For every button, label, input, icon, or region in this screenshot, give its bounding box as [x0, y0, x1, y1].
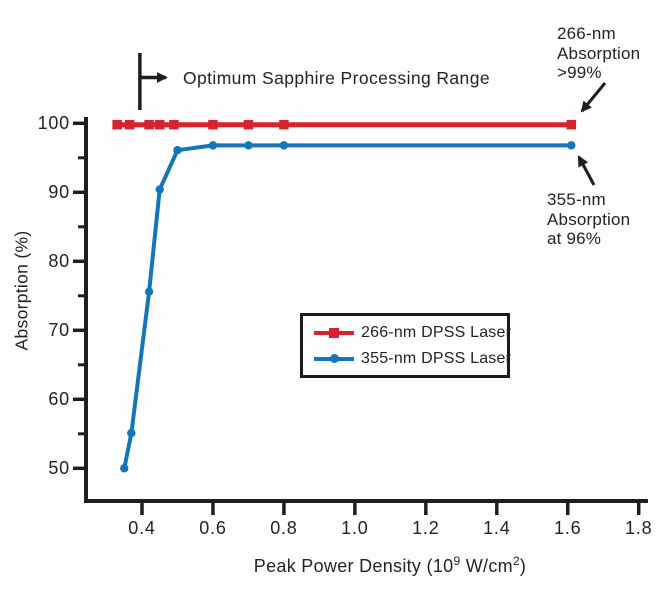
- square-data-marker: [566, 119, 577, 130]
- x-tick-label: 1.6: [554, 518, 582, 538]
- x-axis-title: Peak Power Density (109 W/cm2): [240, 554, 540, 577]
- red-series-annotation-line1: 266-nm: [557, 24, 616, 43]
- legend: 266-nm DPSS Laser 355-nm DPSS Laser: [300, 313, 511, 378]
- blue-series-annotation-line1: 355-nm: [547, 190, 606, 209]
- blue-note-arrow: [577, 155, 596, 186]
- circle-data-marker: [567, 141, 576, 150]
- y-tick-label: 80: [48, 251, 70, 272]
- circle-data-marker: [208, 141, 218, 150]
- 355-nm-dpss-laser-line: [122, 143, 572, 469]
- red-series-annotation: 266-nm Absorption >99%: [557, 24, 640, 83]
- y-tick-label: 70: [48, 320, 70, 341]
- x-tick-label: 0.6: [199, 518, 227, 538]
- square-data-marker: [144, 119, 154, 130]
- square-data-marker: [208, 119, 218, 130]
- circle-data-marker: [173, 146, 182, 155]
- legend-label-266nm: 266-nm DPSS Laser: [361, 323, 512, 341]
- red-series-annotation-line2: Absorption: [557, 43, 641, 63]
- legend-square-marker-icon: [314, 327, 354, 338]
- y-tick-label: 50: [48, 458, 70, 479]
- y-tick-label: 90: [48, 182, 70, 203]
- y-tick-label: 60: [48, 389, 70, 410]
- x-tick-label: 1.4: [483, 518, 511, 538]
- square-data-marker: [279, 119, 289, 130]
- x-tick-label: 0.8: [270, 518, 298, 538]
- square-data-marker: [154, 119, 165, 130]
- circle-data-marker: [120, 464, 129, 473]
- optimum-range-label: Optimum Sapphire Processing Range: [183, 68, 490, 88]
- legend-label-355nm: 355-nm DPSS Laser: [361, 349, 512, 367]
- circle-data-marker: [144, 287, 154, 296]
- y-tick-label: 100: [37, 113, 70, 134]
- x-tick-label: 1.0: [341, 518, 369, 538]
- circle-data-marker: [244, 141, 253, 150]
- legend-item-355nm: 355-nm DPSS Laser: [314, 348, 511, 370]
- x-axis-title-close: ): [519, 556, 527, 576]
- x-tick-label: 0.4: [128, 518, 156, 538]
- square-data-marker: [124, 119, 135, 130]
- x-axis-title-exponent-2: 2: [512, 554, 520, 568]
- x-axis-title-units: W/cm: [460, 556, 513, 576]
- blue-series-annotation-line3: at 96%: [547, 229, 602, 248]
- square-data-marker: [169, 119, 179, 130]
- square-data-marker: [243, 119, 254, 130]
- x-axis-title-text: Peak Power Density (10: [253, 556, 454, 576]
- legend-item-266nm: 266-nm DPSS Laser: [314, 322, 511, 344]
- axes-lines: [84, 117, 648, 503]
- x-tick-label: 1.2: [412, 518, 440, 538]
- square-data-marker: [112, 119, 122, 130]
- legend-circle-marker-icon: [314, 353, 354, 364]
- blue-series-annotation-line2: Absorption: [547, 209, 631, 229]
- x-axis-title-exponent: 9: [453, 554, 461, 568]
- circle-data-marker: [279, 141, 289, 150]
- x-tick-label: 1.8: [625, 518, 653, 538]
- red-series-annotation-line3: >99%: [557, 63, 602, 82]
- blue-series-annotation: 355-nm Absorption at 96%: [547, 190, 630, 249]
- circle-data-marker: [127, 428, 136, 438]
- red-note-arrow: [580, 82, 607, 113]
- circle-data-marker: [155, 185, 164, 194]
